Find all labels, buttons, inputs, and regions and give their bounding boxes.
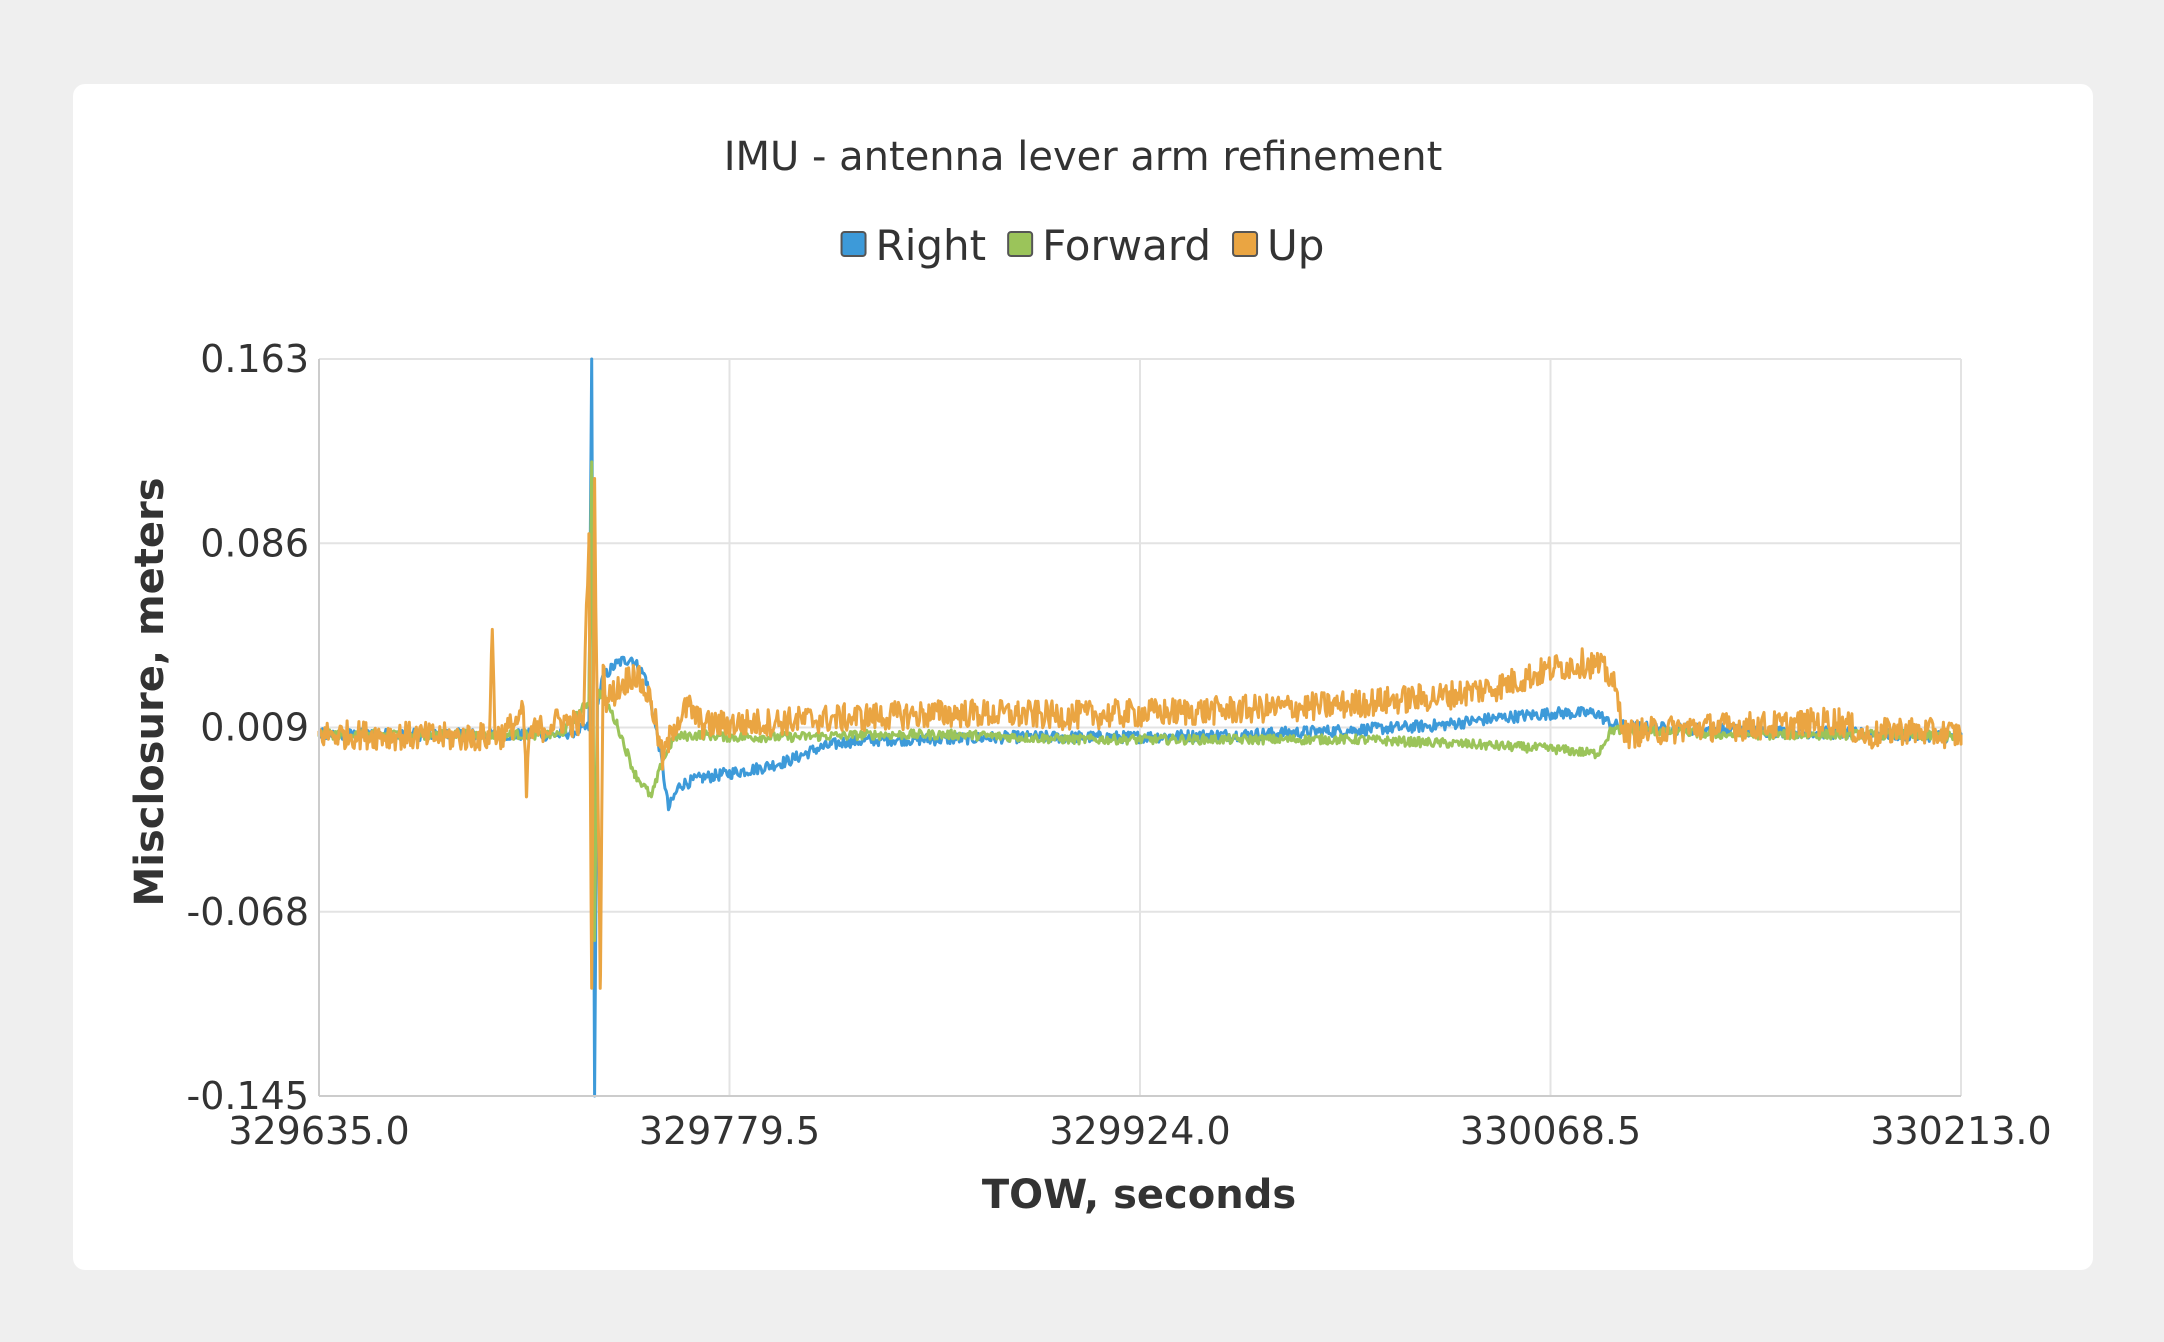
- x-tick-label: 330213.0: [1870, 1109, 2051, 1153]
- chart-card: IMU - antenna lever arm refinement Right…: [73, 84, 2093, 1270]
- y-tick-label: -0.145: [187, 1074, 310, 1118]
- x-tick-label: 330068.5: [1460, 1109, 1641, 1153]
- y-tick-label: 0.009: [200, 706, 309, 750]
- chart-title: IMU - antenna lever arm refinement: [724, 134, 1443, 180]
- legend-item-forward: Forward: [1007, 221, 1211, 270]
- legend: Right Forward Up: [840, 221, 1324, 270]
- x-tick-label: 329924.0: [1049, 1109, 1230, 1153]
- y-axis-title: Misclosure, meters: [127, 477, 173, 906]
- y-tick-label: 0.086: [200, 521, 309, 565]
- legend-swatch: [1007, 231, 1034, 257]
- x-axis-title: TOW, seconds: [982, 1172, 1296, 1218]
- legend-swatch: [1232, 231, 1259, 257]
- legend-label: Up: [1267, 221, 1324, 270]
- series-line-forward: [317, 460, 1963, 942]
- series-layer: [317, 357, 1963, 1098]
- legend-item-right: Right: [840, 221, 987, 270]
- legend-label: Forward: [1042, 221, 1211, 270]
- legend-item-up: Up: [1232, 221, 1324, 270]
- y-tick-label: -0.068: [187, 890, 310, 934]
- x-tick-label: 329779.5: [639, 1109, 820, 1153]
- legend-swatch: [840, 231, 867, 257]
- chart-svg: IMU - antenna lever arm refinement Right…: [127, 134, 2052, 1218]
- series-line-up: [317, 477, 1963, 990]
- legend-label: Right: [876, 221, 987, 270]
- axes: 329635.0 329779.5 329924.0 330068.5 330213.0…: [187, 337, 2052, 1153]
- y-tick-label: 0.163: [200, 337, 309, 381]
- x-tick-label: 329635.0: [228, 1109, 409, 1153]
